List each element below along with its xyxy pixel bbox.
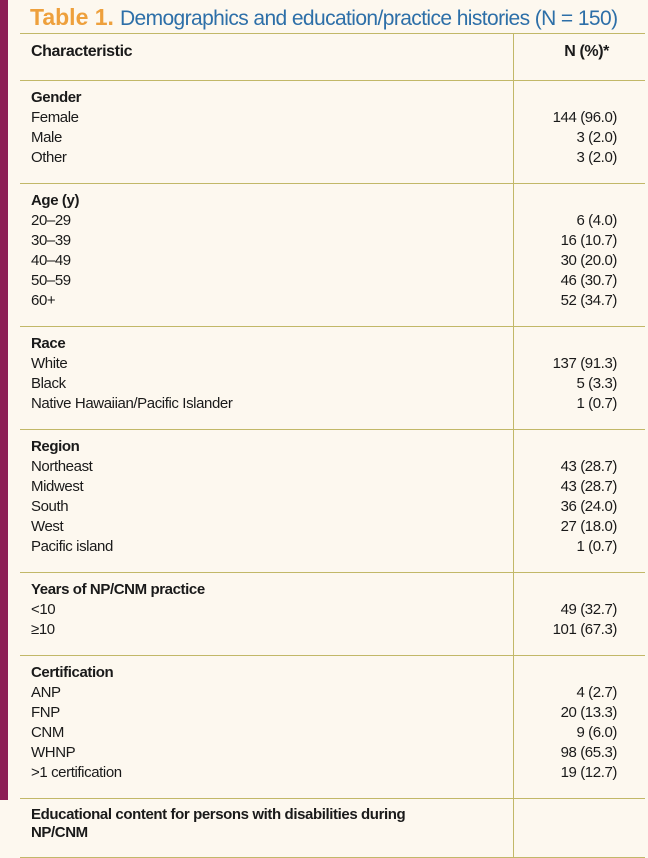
row: South 36 (24.0) (20, 497, 645, 517)
row-value: 43 (28.7) (560, 478, 618, 495)
row-value: 1 (0.7) (576, 538, 617, 555)
section: Educational content for persons with dis… (20, 799, 645, 858)
row-label: Native Hawaiian/Pacific Islander (31, 395, 233, 412)
row: White 137 (91.3) (20, 354, 645, 374)
row-value: 20 (13.3) (560, 704, 618, 721)
row-label: 40–49 (31, 252, 71, 269)
section-heading: Age (y) (31, 192, 80, 209)
row-value: 5 (3.3) (576, 375, 617, 392)
row-value: 19 (12.7) (560, 764, 618, 781)
title: Table 1. Demographics and education/pract… (30, 4, 618, 31)
row-label: 20–29 (31, 212, 71, 229)
row: 30–39 16 (10.7) (20, 231, 645, 251)
section-heading-row: Years of NP/CNM practice (20, 580, 645, 600)
row-label: 60+ (31, 292, 56, 309)
section-heading: Educational content for persons with dis… (31, 806, 406, 841)
section-heading-row: Age (y) (20, 191, 645, 211)
row-label: Midwest (31, 478, 84, 495)
section: Age (y) 20–29 6 (4.0) 30–39 16 (10.7) 40–49 30… (20, 184, 645, 327)
row-label: WHNP (31, 744, 76, 761)
section-heading: Years of NP/CNM practice (31, 581, 205, 598)
header-cell: Characteristic (31, 43, 133, 60)
row-value: 98 (65.3) (560, 744, 618, 761)
section-heading-row: Gender (20, 88, 645, 108)
row-value: 30 (20.0) (560, 252, 618, 269)
section-heading-row: Certification (20, 663, 645, 683)
row: Pacific island 1 (0.7) (20, 537, 645, 557)
row-label: Other (31, 149, 67, 166)
row-value: 1 (0.7) (576, 395, 617, 412)
section: Years of NP/CNM practice <10 49 (32.7) ≥10 1… (20, 573, 645, 656)
row-label: <10 (31, 601, 56, 618)
row-value: 27 (18.0) (560, 518, 618, 535)
section: Certification ANP 4 (2.7) FNP 20 (13.3) CNM 9 … (20, 656, 645, 799)
row-value: 6 (4.0) (576, 212, 617, 229)
row: Female 144 (96.0) (20, 108, 645, 128)
row: CNM 9 (6.0) (20, 723, 645, 743)
row: ANP 4 (2.7) (20, 683, 645, 703)
row-label: CNM (31, 724, 64, 741)
row-label: 50–59 (31, 272, 71, 289)
row-value: 9 (6.0) (576, 724, 617, 741)
row: Black 5 (3.3) (20, 374, 645, 394)
row: WHNP 98 (65.3) (20, 743, 645, 763)
row-label: Pacific island (31, 538, 113, 555)
row-value: 36 (24.0) (560, 498, 618, 515)
row: 40–49 30 (20.0) (20, 251, 645, 271)
row-value: 4 (2.7) (576, 684, 617, 701)
section-heading-row: Race (20, 334, 645, 354)
section: Gender Female 144 (96.0) Male 3 (2.0) Other 3 … (20, 81, 645, 184)
row: Midwest 43 (28.7) (20, 477, 645, 497)
section: Race White 137 (91.3) Black 5 (3.3) Native Ha… (20, 327, 645, 430)
row: FNP 20 (13.3) (20, 703, 645, 723)
row: West 27 (18.0) (20, 517, 645, 537)
row: Northeast 43 (28.7) (20, 457, 645, 477)
row: Male 3 (2.0) (20, 128, 645, 148)
row-label: Female (31, 109, 79, 126)
section-heading-row: Region (20, 437, 645, 457)
side-bar (0, 0, 8, 800)
row-label: West (31, 518, 64, 535)
title-label: Table 1. (30, 4, 114, 30)
row-label: South (31, 498, 69, 515)
row-label: >1 certification (31, 764, 122, 781)
row-value: 52 (34.7) (560, 292, 618, 309)
row-label: 30–39 (31, 232, 71, 249)
row: <10 49 (32.7) (20, 600, 645, 620)
row-value: 49 (32.7) (560, 601, 618, 618)
row-label: White (31, 355, 68, 372)
row: Native Hawaiian/Pacific Islander 1 (0.7) (20, 394, 645, 414)
row-label: ANP (31, 684, 61, 701)
row-value: 3 (2.0) (576, 149, 617, 166)
title-text: Demographics and education/practice hist… (119, 7, 618, 30)
row-value: 101 (67.3) (552, 621, 618, 638)
section-heading: Gender (31, 89, 82, 106)
section: Region Northeast 43 (28.7) Midwest 43 (28.7)… (20, 430, 645, 573)
header-row: Characteristic N (%)* (20, 34, 645, 81)
row: >1 certification 19 (12.7) (20, 763, 645, 783)
row-value: 137 (91.3) (552, 355, 618, 372)
row-value: 144 (96.0) (552, 109, 618, 126)
row-value: 43 (28.7) (560, 458, 618, 475)
row: ≥10 101 (67.3) (20, 620, 645, 640)
section-heading: Certification (31, 664, 114, 681)
table: Characteristic N (%)* Gender Female 144 (96… (20, 33, 645, 858)
row: 50–59 46 (30.7) (20, 271, 645, 291)
section-heading: Region (31, 438, 80, 455)
row-label: ≥10 (31, 621, 55, 638)
row-value: 3 (2.0) (576, 129, 617, 146)
section-heading-row: Educational content for persons with dis… (20, 806, 645, 842)
row-label: Black (31, 375, 66, 392)
section-heading: Race (31, 335, 66, 352)
row-value: 46 (30.7) (560, 272, 618, 289)
row-label: Northeast (31, 458, 93, 475)
row: 60+ 52 (34.7) (20, 291, 645, 311)
row-value: 16 (10.7) (560, 232, 618, 249)
row-label: FNP (31, 704, 60, 721)
row: Other 3 (2.0) (20, 148, 645, 168)
row-label: Male (31, 129, 62, 146)
row: 20–29 6 (4.0) (20, 211, 645, 231)
header-cell: N (%)* (564, 43, 609, 60)
